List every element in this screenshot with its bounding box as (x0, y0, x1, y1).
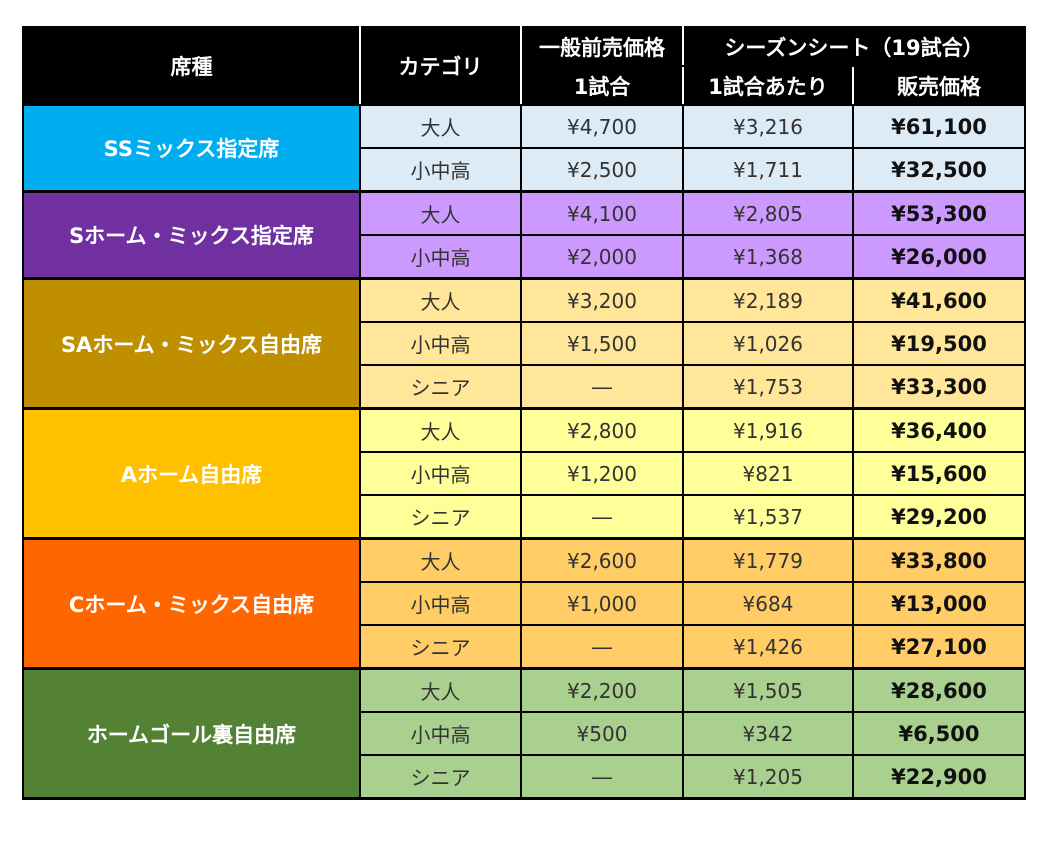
sale-price-cell: ¥22,900 (852, 754, 1026, 800)
price-table-container: 席種 カテゴリ 一般前売価格 シーズンシート（19試合） 1試合 1試合あたり … (22, 26, 1026, 800)
category-cell: 大人 (359, 190, 522, 236)
sale-price-cell: ¥36,400 (852, 407, 1026, 453)
sale-price-cell: ¥61,100 (852, 104, 1026, 149)
sale-price-cell: ¥32,500 (852, 147, 1026, 193)
category-cell: シニア (359, 754, 522, 800)
table-row: SSミックス指定席 大人 ¥4,700 ¥3,216 ¥61,100 (22, 104, 1026, 193)
advance-price-cell: ¥3,200 (520, 277, 684, 323)
table-row: シニア ― ¥1,426 ¥27,100 (23, 624, 1026, 670)
category-cell: 大人 (359, 277, 522, 323)
per-game-price-cell: ¥1,368 (682, 234, 854, 280)
sale-price-cell: ¥19,500 (852, 321, 1026, 366)
sale-price-cell: ¥41,600 (852, 277, 1026, 323)
per-game-price-cell: ¥1,426 (682, 624, 854, 670)
table-row: Cホーム・ミックス自由席 大人 ¥2,600 ¥1,779 ¥33,800 (22, 537, 1026, 670)
header-per-game-season: 1試合あたり (682, 65, 854, 106)
per-game-price-cell: ¥2,805 (682, 190, 854, 236)
seat-type-cell: Aホーム自由席 (22, 407, 361, 540)
sale-price-cell: ¥27,100 (852, 624, 1026, 670)
per-game-price-cell: ¥684 (682, 581, 854, 626)
per-game-price-cell: ¥1,779 (682, 537, 854, 583)
category-cell: 小中高 (359, 147, 522, 193)
advance-price-cell: ― (520, 754, 684, 800)
sale-price-cell: ¥26,000 (852, 234, 1026, 280)
advance-price-cell: ¥1,200 (520, 451, 684, 496)
category-cell: シニア (359, 494, 522, 540)
sale-price-cell: ¥15,600 (852, 451, 1026, 496)
seat-type-cell: SAホーム・ミックス自由席 (22, 277, 361, 410)
category-cell: 小中高 (359, 451, 522, 496)
advance-price-cell: ¥4,700 (520, 104, 684, 149)
per-game-price-cell: ¥1,916 (682, 407, 854, 453)
header-row-2: 1試合 1試合あたり 販売価格 (23, 65, 1026, 106)
seat-type-cell: Sホーム・ミックス指定席 (22, 190, 361, 280)
sale-price-cell: ¥33,300 (852, 364, 1026, 410)
per-game-price-cell: ¥821 (682, 451, 854, 496)
seat-type-cell: Cホーム・ミックス自由席 (22, 537, 361, 670)
header-category: カテゴリ (359, 26, 522, 106)
per-game-price-cell: ¥1,205 (682, 754, 854, 800)
advance-price-cell: ¥2,800 (520, 407, 684, 453)
seat-type-cell: ホームゴール裏自由席 (22, 667, 361, 800)
per-game-price-cell: ¥1,753 (682, 364, 854, 410)
per-game-price-cell: ¥2,189 (682, 277, 854, 323)
advance-price-cell: ― (520, 494, 684, 540)
table-body: SSミックス指定席 大人 ¥4,700 ¥3,216 ¥61,100 小中高 ¥2,500 ¥… (22, 104, 1026, 800)
category-cell: 小中高 (359, 234, 522, 280)
table-row: 小中高 ¥1,200 ¥821 ¥15,600 (23, 451, 1026, 496)
sale-price-cell: ¥6,500 (852, 711, 1026, 756)
sale-price-cell: ¥29,200 (852, 494, 1026, 540)
sale-price-cell: ¥33,800 (852, 537, 1026, 583)
table-row: Aホーム自由席 大人 ¥2,800 ¥1,916 ¥36,400 (22, 407, 1026, 540)
table-row: 小中高 ¥2,000 ¥1,368 ¥26,000 (23, 234, 1026, 280)
advance-price-cell: ¥2,200 (520, 667, 684, 713)
header-row-1: 席種 カテゴリ 一般前売価格 シーズンシート（19試合） (22, 26, 1026, 106)
advance-price-cell: ¥2,000 (520, 234, 684, 280)
header-per-game: 1試合 (520, 65, 684, 106)
sale-price-cell: ¥13,000 (852, 581, 1026, 626)
advance-price-cell: ¥500 (520, 711, 684, 756)
table-row: シニア ― ¥1,753 ¥33,300 (23, 364, 1026, 410)
advance-price-cell: ¥2,600 (520, 537, 684, 583)
seat-type-cell: SSミックス指定席 (22, 104, 361, 193)
category-cell: 大人 (359, 537, 522, 583)
category-cell: シニア (359, 364, 522, 410)
sale-price-cell: ¥28,600 (852, 667, 1026, 713)
table-row: ホームゴール裏自由席 大人 ¥2,200 ¥1,505 ¥28,600 (22, 667, 1026, 800)
per-game-price-cell: ¥3,216 (682, 104, 854, 149)
category-cell: 小中高 (359, 711, 522, 756)
per-game-price-cell: ¥1,711 (682, 147, 854, 193)
header-season: シーズンシート（19試合） (682, 26, 1026, 67)
category-cell: 小中高 (359, 581, 522, 626)
header-seat: 席種 (22, 26, 361, 106)
table-row: 小中高 ¥1,000 ¥684 ¥13,000 (23, 581, 1026, 626)
advance-price-cell: ― (520, 624, 684, 670)
header-sale-price: 販売価格 (852, 65, 1026, 106)
advance-price-cell: ¥4,100 (520, 190, 684, 236)
table-row: 小中高 ¥2,500 ¥1,711 ¥32,500 (23, 147, 1026, 193)
category-cell: 小中高 (359, 321, 522, 366)
table-row: SAホーム・ミックス自由席 大人 ¥3,200 ¥2,189 ¥41,600 (22, 277, 1026, 410)
category-cell: シニア (359, 624, 522, 670)
advance-price-cell: ― (520, 364, 684, 410)
table-row: 小中高 ¥1,500 ¥1,026 ¥19,500 (23, 321, 1026, 366)
per-game-price-cell: ¥1,505 (682, 667, 854, 713)
table-row: シニア ― ¥1,537 ¥29,200 (23, 494, 1026, 540)
header-advance: 一般前売価格 (520, 26, 684, 67)
per-game-price-cell: ¥1,026 (682, 321, 854, 366)
per-game-price-cell: ¥1,537 (682, 494, 854, 540)
category-cell: 大人 (359, 407, 522, 453)
advance-price-cell: ¥1,000 (520, 581, 684, 626)
per-game-price-cell: ¥342 (682, 711, 854, 756)
sale-price-cell: ¥53,300 (852, 190, 1026, 236)
category-cell: 大人 (359, 667, 522, 713)
table-row: 小中高 ¥500 ¥342 ¥6,500 (23, 711, 1026, 756)
season-ticket-price-table: 席種 カテゴリ 一般前売価格 シーズンシート（19試合） 1試合 1試合あたり … (22, 26, 1026, 800)
table-row: シニア ― ¥1,205 ¥22,900 (23, 754, 1026, 800)
advance-price-cell: ¥2,500 (520, 147, 684, 193)
advance-price-cell: ¥1,500 (520, 321, 684, 366)
category-cell: 大人 (359, 104, 522, 149)
table-row: Sホーム・ミックス指定席 大人 ¥4,100 ¥2,805 ¥53,300 (22, 190, 1026, 280)
